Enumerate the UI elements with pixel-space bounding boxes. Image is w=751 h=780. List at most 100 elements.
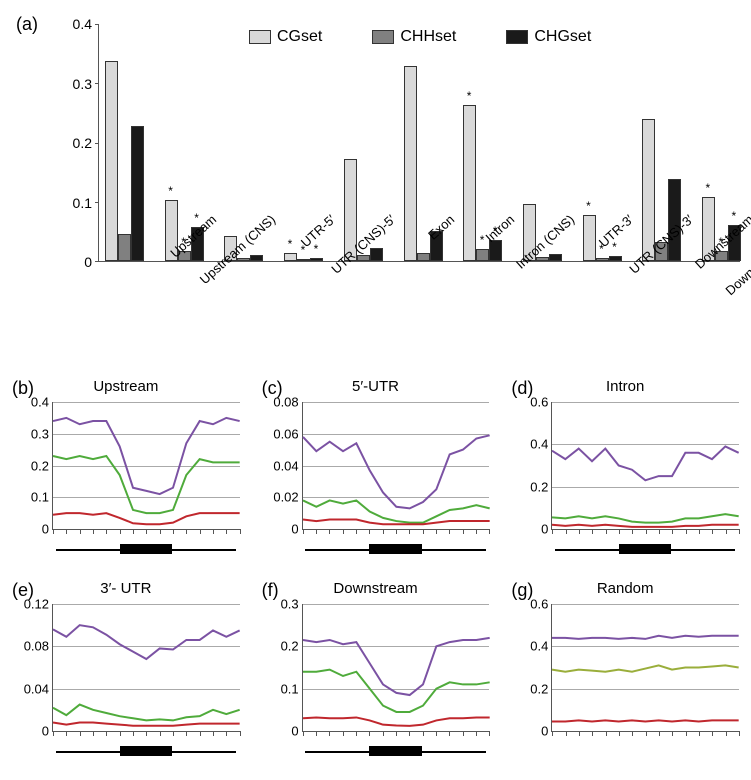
plot-area: 00.20.40.6	[551, 402, 739, 530]
bar	[297, 259, 310, 261]
series-line-green	[552, 514, 739, 522]
panel-title: Random	[509, 580, 741, 597]
x-tick	[409, 529, 410, 534]
y-tick-label: 0.08	[24, 639, 53, 654]
x-tick	[106, 529, 107, 534]
x-tick	[436, 529, 437, 534]
y-tick-label: 0.3	[281, 597, 303, 612]
x-tick	[712, 731, 713, 736]
y-tick-label: 0	[291, 724, 302, 739]
x-tick	[369, 529, 370, 534]
x-tick	[566, 529, 567, 534]
series-line-green	[53, 705, 240, 721]
bar	[370, 248, 383, 261]
x-tick	[200, 731, 201, 736]
schema-bar	[302, 744, 490, 758]
x-tick	[449, 529, 450, 534]
y-tick-label: 0.2	[530, 681, 552, 696]
line-chart: 00.20.40.6	[551, 604, 739, 732]
x-tick	[686, 529, 687, 534]
x-tick	[356, 731, 357, 736]
x-tick	[303, 529, 304, 534]
x-tick	[566, 731, 567, 736]
x-tick	[173, 731, 174, 736]
y-tick-label: 0.2	[73, 135, 92, 151]
x-tick	[173, 529, 174, 534]
legend-item: CHGset	[506, 28, 591, 46]
x-tick	[240, 731, 241, 736]
panel-title: 3′- UTR	[10, 580, 242, 597]
x-tick	[606, 731, 607, 736]
x-tick	[672, 529, 673, 534]
line-panel-f: (f)Downstream00.10.20.3	[260, 580, 492, 770]
x-tick	[213, 529, 214, 534]
x-tick	[592, 529, 593, 534]
line-panel-grid: (b)Upstream00.10.20.30.4(c)5′-UTR00.020.…	[10, 378, 741, 770]
y-tick-label: 0	[541, 522, 552, 537]
x-tick	[699, 731, 700, 736]
x-tick	[160, 731, 161, 736]
x-tick	[436, 731, 437, 736]
x-tick	[739, 731, 740, 736]
x-tick	[213, 731, 214, 736]
line-svg	[552, 604, 739, 731]
x-tick	[489, 529, 490, 534]
bar	[250, 255, 263, 261]
y-tick-label: 0.06	[273, 426, 302, 441]
schema-bar	[52, 744, 240, 758]
x-tick	[356, 529, 357, 534]
x-tick	[133, 529, 134, 534]
legend-item: CHHset	[372, 28, 456, 46]
x-tick	[463, 529, 464, 534]
x-tick	[552, 731, 553, 736]
x-tick	[632, 529, 633, 534]
panel-title: Downstream	[260, 580, 492, 597]
x-tick	[463, 731, 464, 736]
bar	[549, 254, 562, 261]
schema-box	[120, 746, 173, 756]
line-chart: 00.20.40.6	[551, 402, 739, 530]
panel-title: Upstream	[10, 378, 242, 395]
series-line-purple	[53, 625, 240, 659]
line-panel-d: (d)Intron00.20.40.6	[509, 378, 741, 568]
y-tick-label: 0.04	[273, 458, 302, 473]
panel-a-label: (a)	[16, 14, 38, 35]
x-tick	[686, 731, 687, 736]
bar	[131, 126, 144, 261]
x-tick	[646, 529, 647, 534]
schema-bar	[302, 542, 490, 556]
y-tick-label: 0.04	[24, 681, 53, 696]
x-tick	[93, 529, 94, 534]
significance-star: *	[586, 199, 591, 213]
line-svg	[53, 402, 240, 529]
x-tick	[160, 529, 161, 534]
schema-box	[619, 544, 672, 554]
x-tick	[80, 731, 81, 736]
series-line-purple	[303, 435, 490, 508]
line-chart: 00.10.20.3	[302, 604, 490, 732]
x-tick	[146, 731, 147, 736]
x-tick	[66, 529, 67, 534]
x-tick	[383, 731, 384, 736]
series-line-red	[552, 720, 739, 721]
line-chart: 00.10.20.30.4	[52, 402, 240, 530]
x-tick	[303, 731, 304, 736]
bar	[404, 66, 417, 261]
series-line-green	[303, 670, 490, 712]
y-tick-label: 0.1	[31, 490, 53, 505]
x-tick	[592, 731, 593, 736]
x-tick	[200, 529, 201, 534]
x-tick	[672, 731, 673, 736]
x-tick	[66, 731, 67, 736]
x-tick	[423, 731, 424, 736]
legend: CGsetCHHsetCHGset	[249, 28, 591, 46]
schema-box	[369, 544, 422, 554]
x-tick	[383, 529, 384, 534]
line-panel-c: (c)5′-UTR00.020.040.060.08	[260, 378, 492, 568]
x-tick	[699, 529, 700, 534]
legend-swatch	[506, 30, 528, 44]
x-tick	[146, 529, 147, 534]
bar	[237, 258, 250, 261]
plot-area: 00.20.40.6	[551, 604, 739, 732]
y-tick-label: 0.2	[281, 639, 303, 654]
